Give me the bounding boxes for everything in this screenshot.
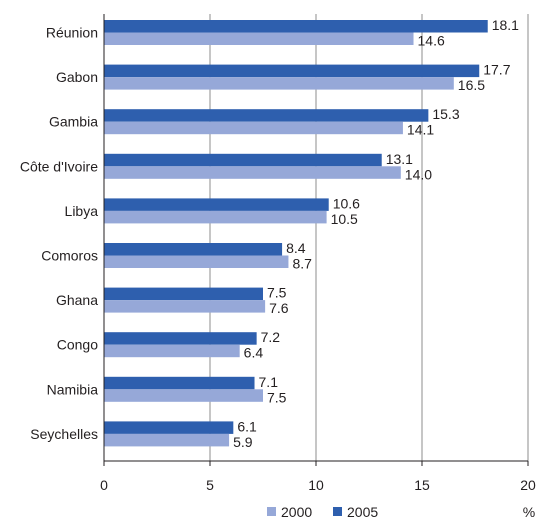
category-label: Gambia <box>49 114 98 130</box>
bar-2005 <box>104 198 329 211</box>
bar-2000 <box>104 433 230 447</box>
legend-label-2005: 2005 <box>347 504 378 520</box>
bar-2000 <box>104 389 263 402</box>
legend-swatch-2005 <box>333 507 342 516</box>
value-label-2000: 14.0 <box>405 166 432 182</box>
x-tick-label: 10 <box>308 477 324 493</box>
category-label: Congo <box>57 337 98 353</box>
bar-2005 <box>104 376 255 390</box>
value-label-2005: 7.1 <box>259 374 279 390</box>
bar-2000 <box>104 166 401 179</box>
x-tick-label: 20 <box>520 477 536 493</box>
value-label-2005: 7.2 <box>261 329 281 345</box>
value-label-2005: 15.3 <box>432 106 459 122</box>
bar-2000 <box>104 300 266 313</box>
value-label-2005: 7.5 <box>267 285 287 301</box>
bar-2005 <box>104 20 488 33</box>
category-label: Réunion <box>46 25 98 41</box>
category-label: Seychelles <box>30 426 98 442</box>
bar-2000 <box>104 32 414 45</box>
bar-2005 <box>104 287 263 301</box>
bar-2000 <box>104 210 327 224</box>
bar-2005 <box>104 421 234 434</box>
bar-2005 <box>104 64 480 78</box>
value-label-2000: 6.4 <box>244 345 264 361</box>
value-label-2005: 18.1 <box>492 17 519 33</box>
category-label: Namibia <box>47 381 99 397</box>
value-label-2000: 8.7 <box>292 256 312 272</box>
x-tick-label: 0 <box>100 477 108 493</box>
value-label-2005: 6.1 <box>237 418 257 434</box>
value-label-2005: 10.6 <box>333 195 360 211</box>
bar-2005 <box>104 332 257 345</box>
value-label-2000: 7.5 <box>267 389 287 405</box>
value-label-2000: 5.9 <box>233 434 253 450</box>
category-label: Libya <box>65 203 99 219</box>
bar-2005 <box>104 153 382 167</box>
value-label-2005: 13.1 <box>386 151 413 167</box>
bar-2000 <box>104 344 240 358</box>
value-label-2005: 8.4 <box>286 240 306 256</box>
value-label-2000: 14.1 <box>407 122 434 138</box>
bar-2000 <box>104 121 403 135</box>
value-label-2000: 7.6 <box>269 300 289 316</box>
legend-label-2000: 2000 <box>281 504 312 520</box>
legend: 2000 2005 <box>267 504 378 520</box>
bar-2000 <box>104 77 454 90</box>
value-label-2005: 17.7 <box>483 62 510 78</box>
x-tick-label: 5 <box>206 477 214 493</box>
category-label: Gabon <box>56 69 98 85</box>
value-label-2000: 14.6 <box>418 33 445 49</box>
value-label-2000: 10.5 <box>331 211 358 227</box>
category-label: Comoros <box>41 248 98 264</box>
category-label: Côte d'Ivoire <box>20 158 98 174</box>
x-axis-ticks: 0 5 10 15 20 <box>100 461 536 493</box>
bars <box>104 20 488 447</box>
legend-swatch-2000 <box>267 507 276 516</box>
value-label-2000: 16.5 <box>458 77 485 93</box>
bar-2005 <box>104 109 429 122</box>
bar-2000 <box>104 255 289 268</box>
category-label: Ghana <box>56 292 98 308</box>
x-tick-label: 15 <box>414 477 430 493</box>
bar-2005 <box>104 243 283 256</box>
x-axis-unit-label: % <box>523 504 535 520</box>
value-labels: 18.1 14.6 17.716.5 15.314.1 13.114.0 10.610.5… <box>233 17 519 450</box>
category-labels: Réunion Gabon Gambia Côte d'Ivoire Libya Como… <box>20 25 98 442</box>
